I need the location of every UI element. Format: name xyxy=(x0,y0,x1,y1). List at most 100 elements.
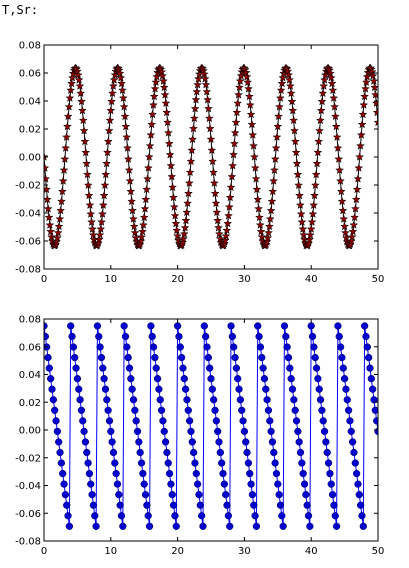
data-point xyxy=(112,469,120,478)
data-point xyxy=(371,90,378,99)
data-point xyxy=(211,198,221,208)
data-point xyxy=(361,77,371,87)
data-point xyxy=(85,469,94,478)
data-point xyxy=(245,100,255,109)
data-point xyxy=(64,512,72,520)
data-point xyxy=(140,204,150,213)
data-point xyxy=(224,202,234,211)
data-point xyxy=(371,406,378,414)
data-point xyxy=(282,332,290,341)
data-point xyxy=(272,132,282,142)
data-point xyxy=(169,202,179,211)
data-point xyxy=(123,343,131,351)
data-point xyxy=(227,322,235,330)
x-tick-label: 30 xyxy=(238,546,251,557)
data-point xyxy=(293,169,303,179)
data-point xyxy=(164,459,172,467)
data-point xyxy=(97,209,107,218)
data-point xyxy=(60,480,68,488)
data-point xyxy=(305,230,315,239)
data-point xyxy=(99,190,109,200)
data-point xyxy=(315,126,325,135)
data-point xyxy=(213,215,223,225)
data-point xyxy=(275,491,283,499)
data-point xyxy=(75,81,85,90)
x-tick-label: 40 xyxy=(305,546,318,557)
data-point xyxy=(274,111,284,121)
data-point xyxy=(123,143,132,152)
data-point xyxy=(246,109,256,119)
data-point xyxy=(255,332,263,341)
data-point xyxy=(280,322,289,330)
data-point xyxy=(56,448,64,457)
data-point xyxy=(351,459,359,467)
data-point xyxy=(214,223,224,232)
data-point xyxy=(179,229,189,238)
data-point xyxy=(113,480,122,488)
data-point xyxy=(335,332,343,341)
data-point xyxy=(359,522,367,530)
data-point xyxy=(359,100,369,109)
data-point xyxy=(87,480,95,488)
data-point xyxy=(254,212,264,222)
data-point xyxy=(248,130,258,139)
data-point xyxy=(263,233,273,242)
data-point xyxy=(273,121,283,131)
data-point xyxy=(295,190,304,200)
data-point xyxy=(230,343,238,351)
y-tick-label: -0.02 xyxy=(15,181,41,192)
data-point xyxy=(265,214,275,223)
data-point xyxy=(305,235,315,244)
data-point xyxy=(64,102,74,111)
data-point xyxy=(336,186,346,196)
data-point xyxy=(330,501,338,509)
data-point xyxy=(339,364,347,372)
data-point xyxy=(128,214,138,223)
data-point xyxy=(277,78,287,88)
data-point xyxy=(153,375,162,383)
data-point xyxy=(163,448,171,457)
data-point xyxy=(331,512,339,520)
data-point xyxy=(101,385,110,393)
data-point xyxy=(360,322,369,330)
data-point xyxy=(148,332,156,341)
data-point xyxy=(288,105,298,115)
data-point xyxy=(362,332,370,341)
data-point xyxy=(57,459,66,467)
data-point xyxy=(232,364,241,372)
data-point xyxy=(208,156,218,166)
data-point xyxy=(172,225,182,235)
data-point xyxy=(129,396,138,404)
data-point xyxy=(151,353,159,362)
data-point xyxy=(310,343,318,351)
data-point xyxy=(251,174,261,183)
data-point xyxy=(115,68,125,78)
data-point xyxy=(332,522,341,530)
data-point xyxy=(101,169,111,179)
data-point xyxy=(79,417,87,425)
data-point xyxy=(151,77,161,87)
data-point xyxy=(234,82,244,92)
data-point xyxy=(294,180,304,190)
data-point xyxy=(338,353,346,362)
data-point xyxy=(85,200,95,210)
data-point xyxy=(310,180,320,190)
data-point xyxy=(58,176,68,185)
data-point xyxy=(87,217,97,226)
data-point xyxy=(141,491,150,499)
data-point xyxy=(284,70,294,79)
data-point xyxy=(320,75,330,84)
x-tick-label: 30 xyxy=(238,274,251,285)
data-point xyxy=(340,375,349,383)
data-point xyxy=(326,469,334,478)
data-point xyxy=(124,165,134,175)
data-point xyxy=(98,200,108,210)
data-point xyxy=(229,150,239,159)
data-point xyxy=(164,139,174,148)
data-point xyxy=(104,406,112,414)
data-point xyxy=(290,396,298,404)
y-tick-label: -0.08 xyxy=(15,537,41,548)
data-point xyxy=(220,480,229,488)
data-point xyxy=(51,406,59,414)
data-point xyxy=(228,332,237,341)
